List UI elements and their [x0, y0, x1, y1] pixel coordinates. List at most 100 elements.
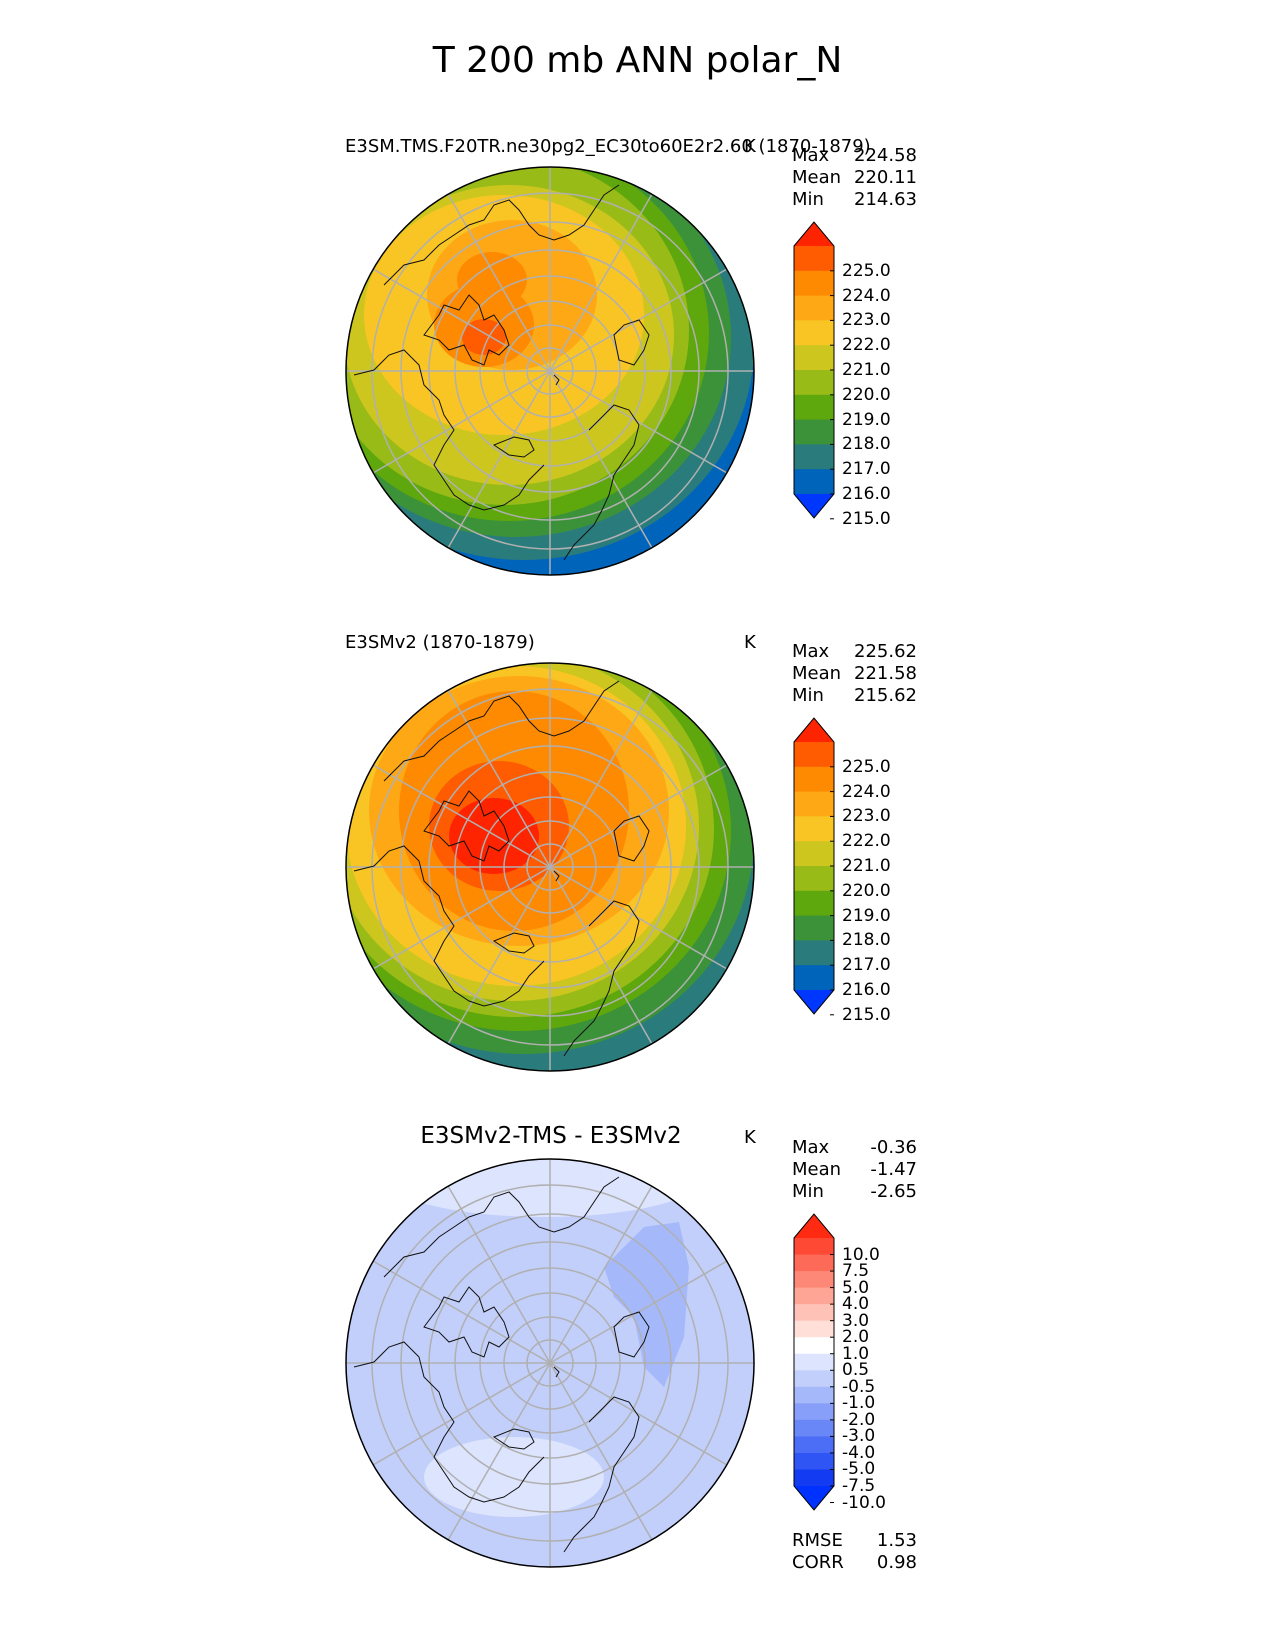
colorbar-segment: [794, 1436, 834, 1454]
colorbar-tick-label: 4.0: [842, 1294, 870, 1315]
panel-1-stats: Max 224.58 Mean 220.11 Min 214.63: [792, 145, 917, 211]
colorbar-tick-label: 215.0: [842, 1004, 891, 1025]
colorbar-segment: [794, 1469, 834, 1487]
stat-min-label: Min: [792, 685, 824, 706]
graticule: [346, 663, 754, 1071]
colorbar-tick-label: 10.0: [842, 1244, 880, 1265]
colorbar-tick-label: 217.0: [842, 955, 891, 976]
stat-max-value: -0.36: [870, 1137, 917, 1158]
colorbar-tick-label: 223.0: [842, 310, 891, 331]
panel-1-map: [345, 166, 755, 576]
panel-1-title: E3SM.TMS.F20TR.ne30pg2_EC30to60E2r2.60 (…: [345, 136, 871, 157]
colorbar-segment: [794, 841, 834, 867]
colorbar-tick-label: -7.5: [842, 1476, 876, 1496]
colorbar-tick-label: -2.0: [842, 1409, 876, 1430]
colorbar-tick-label: 220.0: [842, 384, 891, 405]
colorbar-segment: [794, 1271, 834, 1289]
colorbar-tick-label: -3.0: [842, 1426, 876, 1447]
colorbar-tick-label: -5.0: [842, 1459, 876, 1480]
colorbar-tick-label: 221.0: [842, 360, 891, 380]
corr-label: CORR: [792, 1552, 844, 1573]
stat-mean-label: Mean: [792, 1159, 842, 1180]
panel-3-metrics: RMSE 1.53 CORR 0.98: [792, 1530, 917, 1574]
colorbar-segment: [794, 295, 834, 321]
colorbar-segment: [794, 320, 834, 346]
field-neg2-neg3: [604, 1222, 689, 1387]
panel-2-colorbar: 225.0 224.0 223.0 222.0 221.0 220.0 219.0 218.0…: [792, 717, 972, 1025]
panel-3-colorbar: 10.0 7.5 5.0 4.0 3.0 2.0 1.0 0.5 -0.5 -1.0 -2.0 -3.…: [792, 1213, 972, 1513]
colorbar-tick-label: 5.0: [842, 1277, 870, 1298]
colorbar-segment: [794, 766, 834, 793]
colorbar-extension-bottom: [794, 990, 834, 1014]
colorbar-tick-label: -10.0: [842, 1492, 886, 1513]
field-224b: [457, 252, 527, 308]
colorbar-segment: [794, 940, 834, 966]
panel-1-units: K: [744, 136, 756, 157]
stat-mean-value: 221.58: [854, 663, 917, 684]
coastlines: [353, 680, 650, 1057]
panel-3-stats: Max -0.36 Mean -1.47 Min -2.65: [792, 1137, 917, 1203]
colorbar-tick-label: 221.0: [842, 856, 891, 876]
colorbar-tick-label: 217.0: [842, 459, 891, 480]
map-border: [345, 662, 755, 1072]
colorbar-segment: [794, 394, 834, 421]
colorbar-segment: [794, 469, 834, 495]
colorbar-tick-label: 218.0: [842, 434, 891, 455]
panel-2-map: [345, 662, 755, 1072]
panel-2-stats: Max 225.62 Mean 221.58 Min 215.62: [792, 641, 917, 707]
colorbar-tick-label: 7.5: [842, 1261, 870, 1282]
colorbar-segment: [794, 419, 834, 445]
rmse-label: RMSE: [792, 1530, 843, 1551]
colorbar-tick-label: 225.0: [842, 260, 891, 281]
colorbar-tick-label: 218.0: [842, 930, 891, 951]
colorbar-segment: [794, 1403, 834, 1421]
stat-max-value: 225.62: [854, 641, 917, 662]
colorbar-segment: [794, 1320, 834, 1338]
colorbar-tick-label: -4.0: [842, 1442, 876, 1463]
colorbar-segment: [794, 1386, 834, 1404]
stat-min-value: 215.62: [854, 685, 917, 706]
colorbar-extension-bottom: [794, 1486, 834, 1510]
colorbar-tick-label: 219.0: [842, 905, 891, 926]
colorbar-extension-top: [794, 718, 834, 742]
colorbar-segment: [794, 742, 834, 768]
field-neg05-neg1: [384, 1159, 704, 1217]
panel-3-title: E3SMv2-TMS - E3SMv2: [420, 1123, 682, 1149]
colorbar-segment: [794, 370, 834, 396]
colorbar-extension-top: [794, 1214, 834, 1238]
colorbar-segment: [794, 866, 834, 892]
colorbar-tick-label: 220.0: [842, 880, 891, 901]
panel-2-units: K: [744, 632, 756, 653]
stat-mean-label: Mean: [792, 663, 842, 684]
stat-max-label: Max: [792, 1137, 830, 1158]
colorbar-tick-label: 0.5: [842, 1360, 870, 1381]
colorbar-segment: [794, 816, 834, 842]
colorbar-segment: [794, 1353, 834, 1371]
colorbar-tick-label: -1.0: [842, 1393, 876, 1414]
colorbar-segment: [794, 1304, 834, 1322]
stat-max-label: Max: [792, 641, 830, 662]
colorbar-tick-label: 216.0: [842, 980, 891, 1000]
main-title: T 200 mb ANN polar_N: [432, 40, 843, 81]
stat-mean-label: Mean: [792, 167, 842, 188]
colorbar-tick-label: 2.0: [842, 1327, 870, 1348]
colorbar-tick-label: 216.0: [842, 484, 891, 504]
colorbar-segment: [794, 1452, 834, 1470]
colorbar-segment: [794, 965, 834, 991]
colorbar-tick-label: 223.0: [842, 806, 891, 827]
colorbar-tick-label: 219.0: [842, 409, 891, 430]
colorbar-1-bar: [793, 221, 835, 520]
colorbar-segment: [794, 1287, 834, 1305]
stat-min-label: Min: [792, 189, 824, 210]
rmse-value: 1.53: [876, 1530, 917, 1551]
colorbar-segment: [794, 915, 834, 941]
colorbar-tick-label: 224.0: [842, 781, 891, 802]
coastlines: [353, 184, 650, 561]
colorbar-segment: [794, 1419, 834, 1437]
map-border: [345, 166, 755, 576]
colorbar-tick-label: 222.0: [842, 831, 891, 852]
map-border: [345, 1158, 755, 1568]
colorbar-extension-bottom: [794, 494, 834, 518]
stat-max-label: Max: [792, 145, 830, 166]
colorbar-2-bar: [793, 717, 835, 1016]
